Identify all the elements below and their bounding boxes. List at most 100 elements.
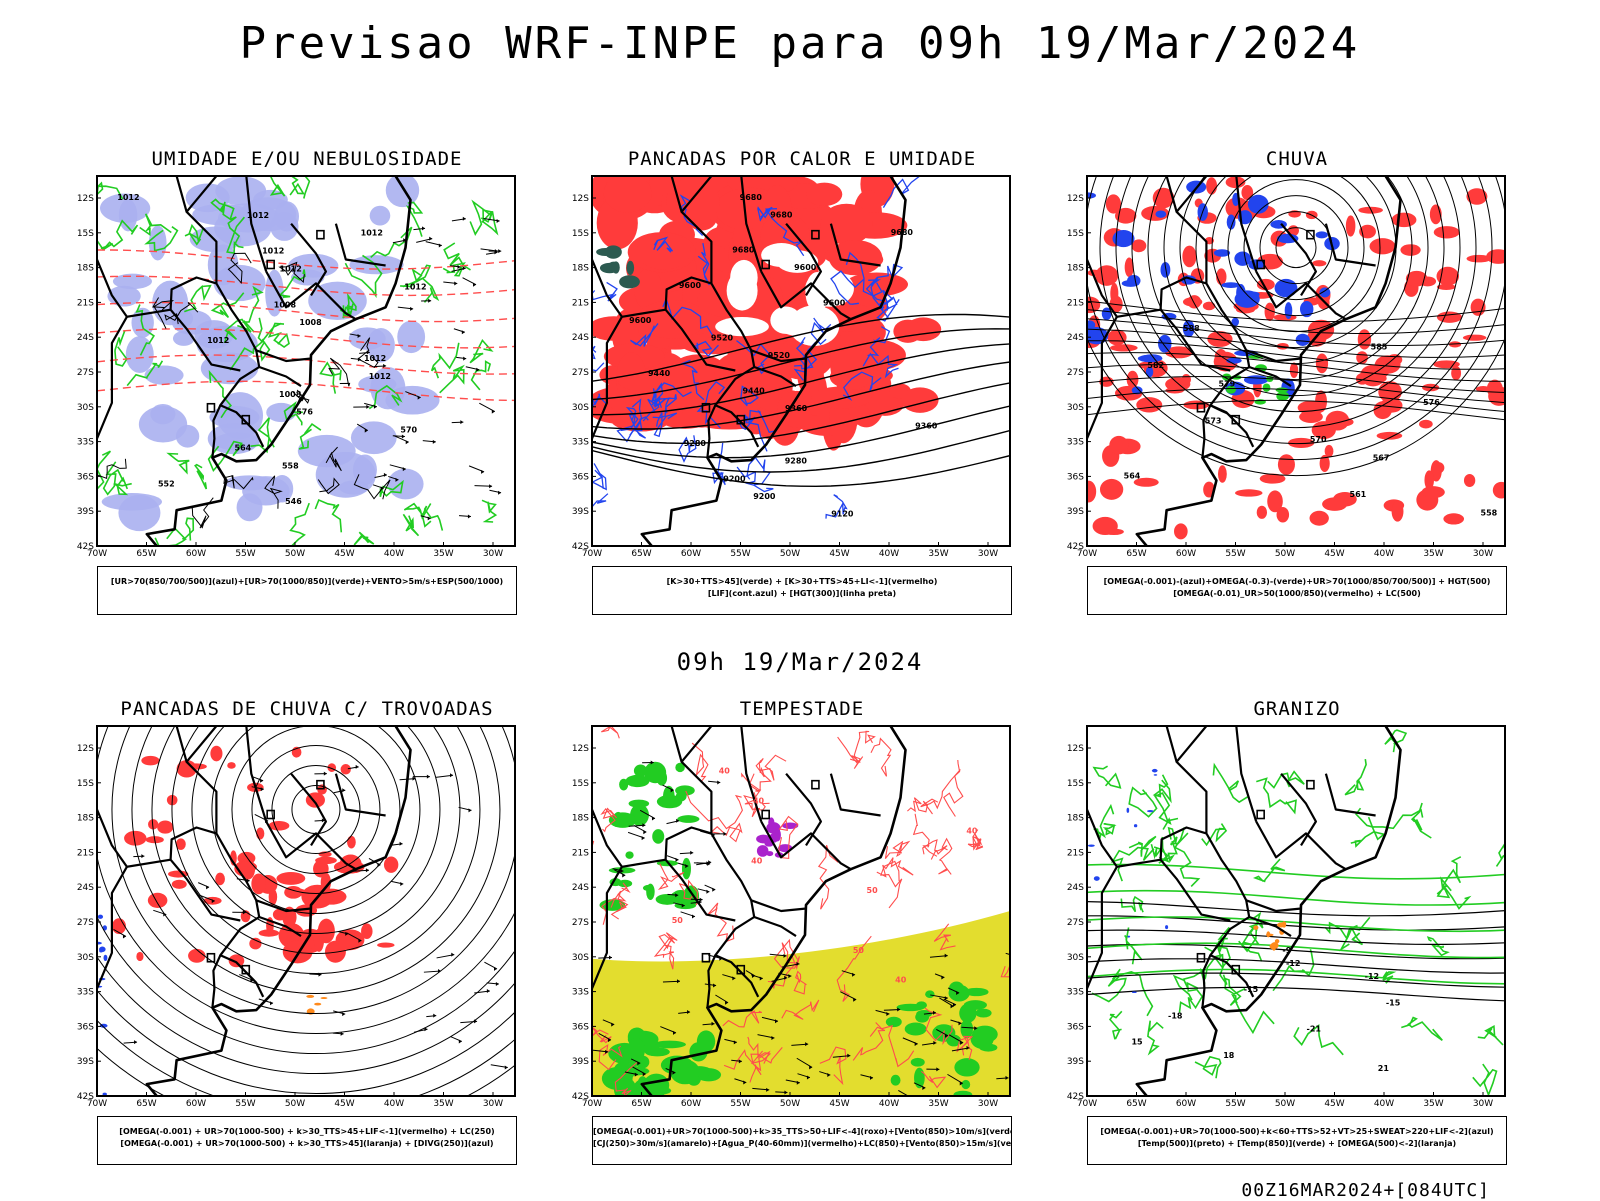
rain-area-red [1422,486,1445,498]
contour-label: 1012 [262,247,284,256]
hail-area-blue [1165,925,1168,929]
lon-tick-label: 30W [1473,1099,1493,1109]
convective-area-green [596,248,615,256]
thickness-line [97,329,515,348]
streamline-arrow-head [400,842,403,846]
lon-tick-label: 45W [829,549,849,559]
storm-area-red [325,941,346,963]
humidity-area [388,469,424,500]
contour-label: 15 [1131,1038,1143,1047]
streamline-arrow-head [451,953,454,957]
contour-label: 570 [1310,435,1327,444]
rain-area-blue [1248,195,1269,214]
precipitable-water-contour [914,814,937,857]
lat-tick-label: 33S [572,988,589,998]
contour-label: 9600 [794,263,817,272]
wind-850-area [925,990,934,998]
lake-marker [762,811,769,819]
contour-label: -9 [1282,946,1291,955]
contour-label: -18 [1168,1011,1183,1020]
lat-tick-label: 18S [77,814,94,824]
severe-area-purple [782,822,798,828]
legend-line-2: [CJ(250)>30m/s](amarelo)+[Agua_P(40-60mm… [593,1138,1011,1150]
lake-marker [207,404,214,412]
wind-arrow-head [489,484,492,488]
temp-850-contour [1401,1018,1442,1041]
lake-marker [812,781,819,789]
contour-label: 561 [1350,490,1367,499]
border-line [1202,955,1210,1008]
streamline-arrow-head [487,989,490,993]
lon-tick-label: 70W [87,549,107,559]
border-line [1167,726,1177,762]
legend-box: [UR>70(850/700/500)](azul)+[UR>70(1000/8… [97,566,517,615]
storm-area-red [256,828,264,840]
rain-area-red [1358,207,1383,214]
lon-tick-label: 60W [186,549,206,559]
streamline-arrow-head [342,1012,345,1016]
legend-line-1: [OMEGA(-0.001)-(azul)+OMEGA(-0.3)-(verde… [1088,576,1506,588]
temp-850-contour [1497,845,1506,873]
lon-tick-label: 45W [334,1099,354,1109]
lat-tick-label: 36S [1067,1022,1084,1032]
contour-label: 9280 [785,457,808,466]
wind-arrow-head [422,226,425,230]
lon-tick-label: 40W [879,1099,899,1109]
lifted-index-contour [592,346,604,371]
map-granizo: -9-12-12-15-15-18-2115182112S15S18S21S24… [1087,726,1507,1116]
temp-850-contour [1428,937,1447,955]
map-chuva: 58858558257957657357056756456155812S15S1… [1087,176,1507,566]
legend-box: [OMEGA(-0.001)+UR>70(1000-500)+k>35_TTS>… [592,1116,1012,1165]
lat-tick-label: 12S [1067,194,1084,204]
border-line [1087,810,1161,867]
streamline-arrow-head [260,779,263,783]
precipitable-water-contour [944,760,963,817]
wind-arrow-head [439,244,442,248]
streamline-arrow-head [324,772,327,776]
lon-tick-label: 45W [334,549,354,559]
temp-850-contour [1473,1064,1497,1095]
contour-label: 9600 [823,298,846,307]
rain-area-red [1109,436,1128,454]
contour-label: 588 [1183,324,1200,333]
contour-label: 546 [285,497,302,506]
contour-label: 1012 [280,264,302,273]
rain-area-red [1299,411,1323,423]
lat-tick-label: 27S [1067,918,1084,928]
lon-tick-label: 30W [1473,549,1493,559]
lat-tick-label: 33S [77,438,94,448]
lat-tick-label: 30S [572,403,589,413]
temp-850-contour [1108,972,1152,1016]
wind-850-area [628,1038,645,1062]
storm-area-red [172,880,187,889]
contour-label: 9680 [770,210,793,219]
temp-850-contour [1351,817,1384,846]
wind-vector-head [642,836,645,840]
temp-850-contour [1087,865,1505,879]
storm-area-red [148,893,168,908]
temp-500-contour [1087,973,1505,987]
wind-arrow-head [366,405,369,409]
lat-tick-label: 21S [572,848,589,858]
rain-area-red [1257,506,1267,519]
border-line [1326,774,1376,816]
lat-tick-label: 18S [1067,814,1084,824]
divergence-area [98,915,103,919]
lon-tick-label: 70W [87,1099,107,1109]
humidity-area [145,366,184,385]
wind-arrow-head [468,515,471,519]
rain-area-blue [1275,279,1298,297]
contour-label: 1012 [247,211,269,220]
hail-area-blue [1094,876,1100,881]
contour-label: 9360 [915,422,938,431]
contour-label: 40 [753,797,765,806]
rain-area-red [1463,335,1486,341]
lon-tick-label: 45W [829,1099,849,1109]
rain-area-red [1182,246,1196,268]
rain-area-red [1235,489,1263,496]
lat-tick-label: 24S [572,883,589,893]
rain-area-red [1471,299,1486,316]
lat-tick-label: 39S [77,507,94,517]
lat-tick-label: 39S [1067,507,1084,517]
wind-arrow-head [384,473,387,477]
